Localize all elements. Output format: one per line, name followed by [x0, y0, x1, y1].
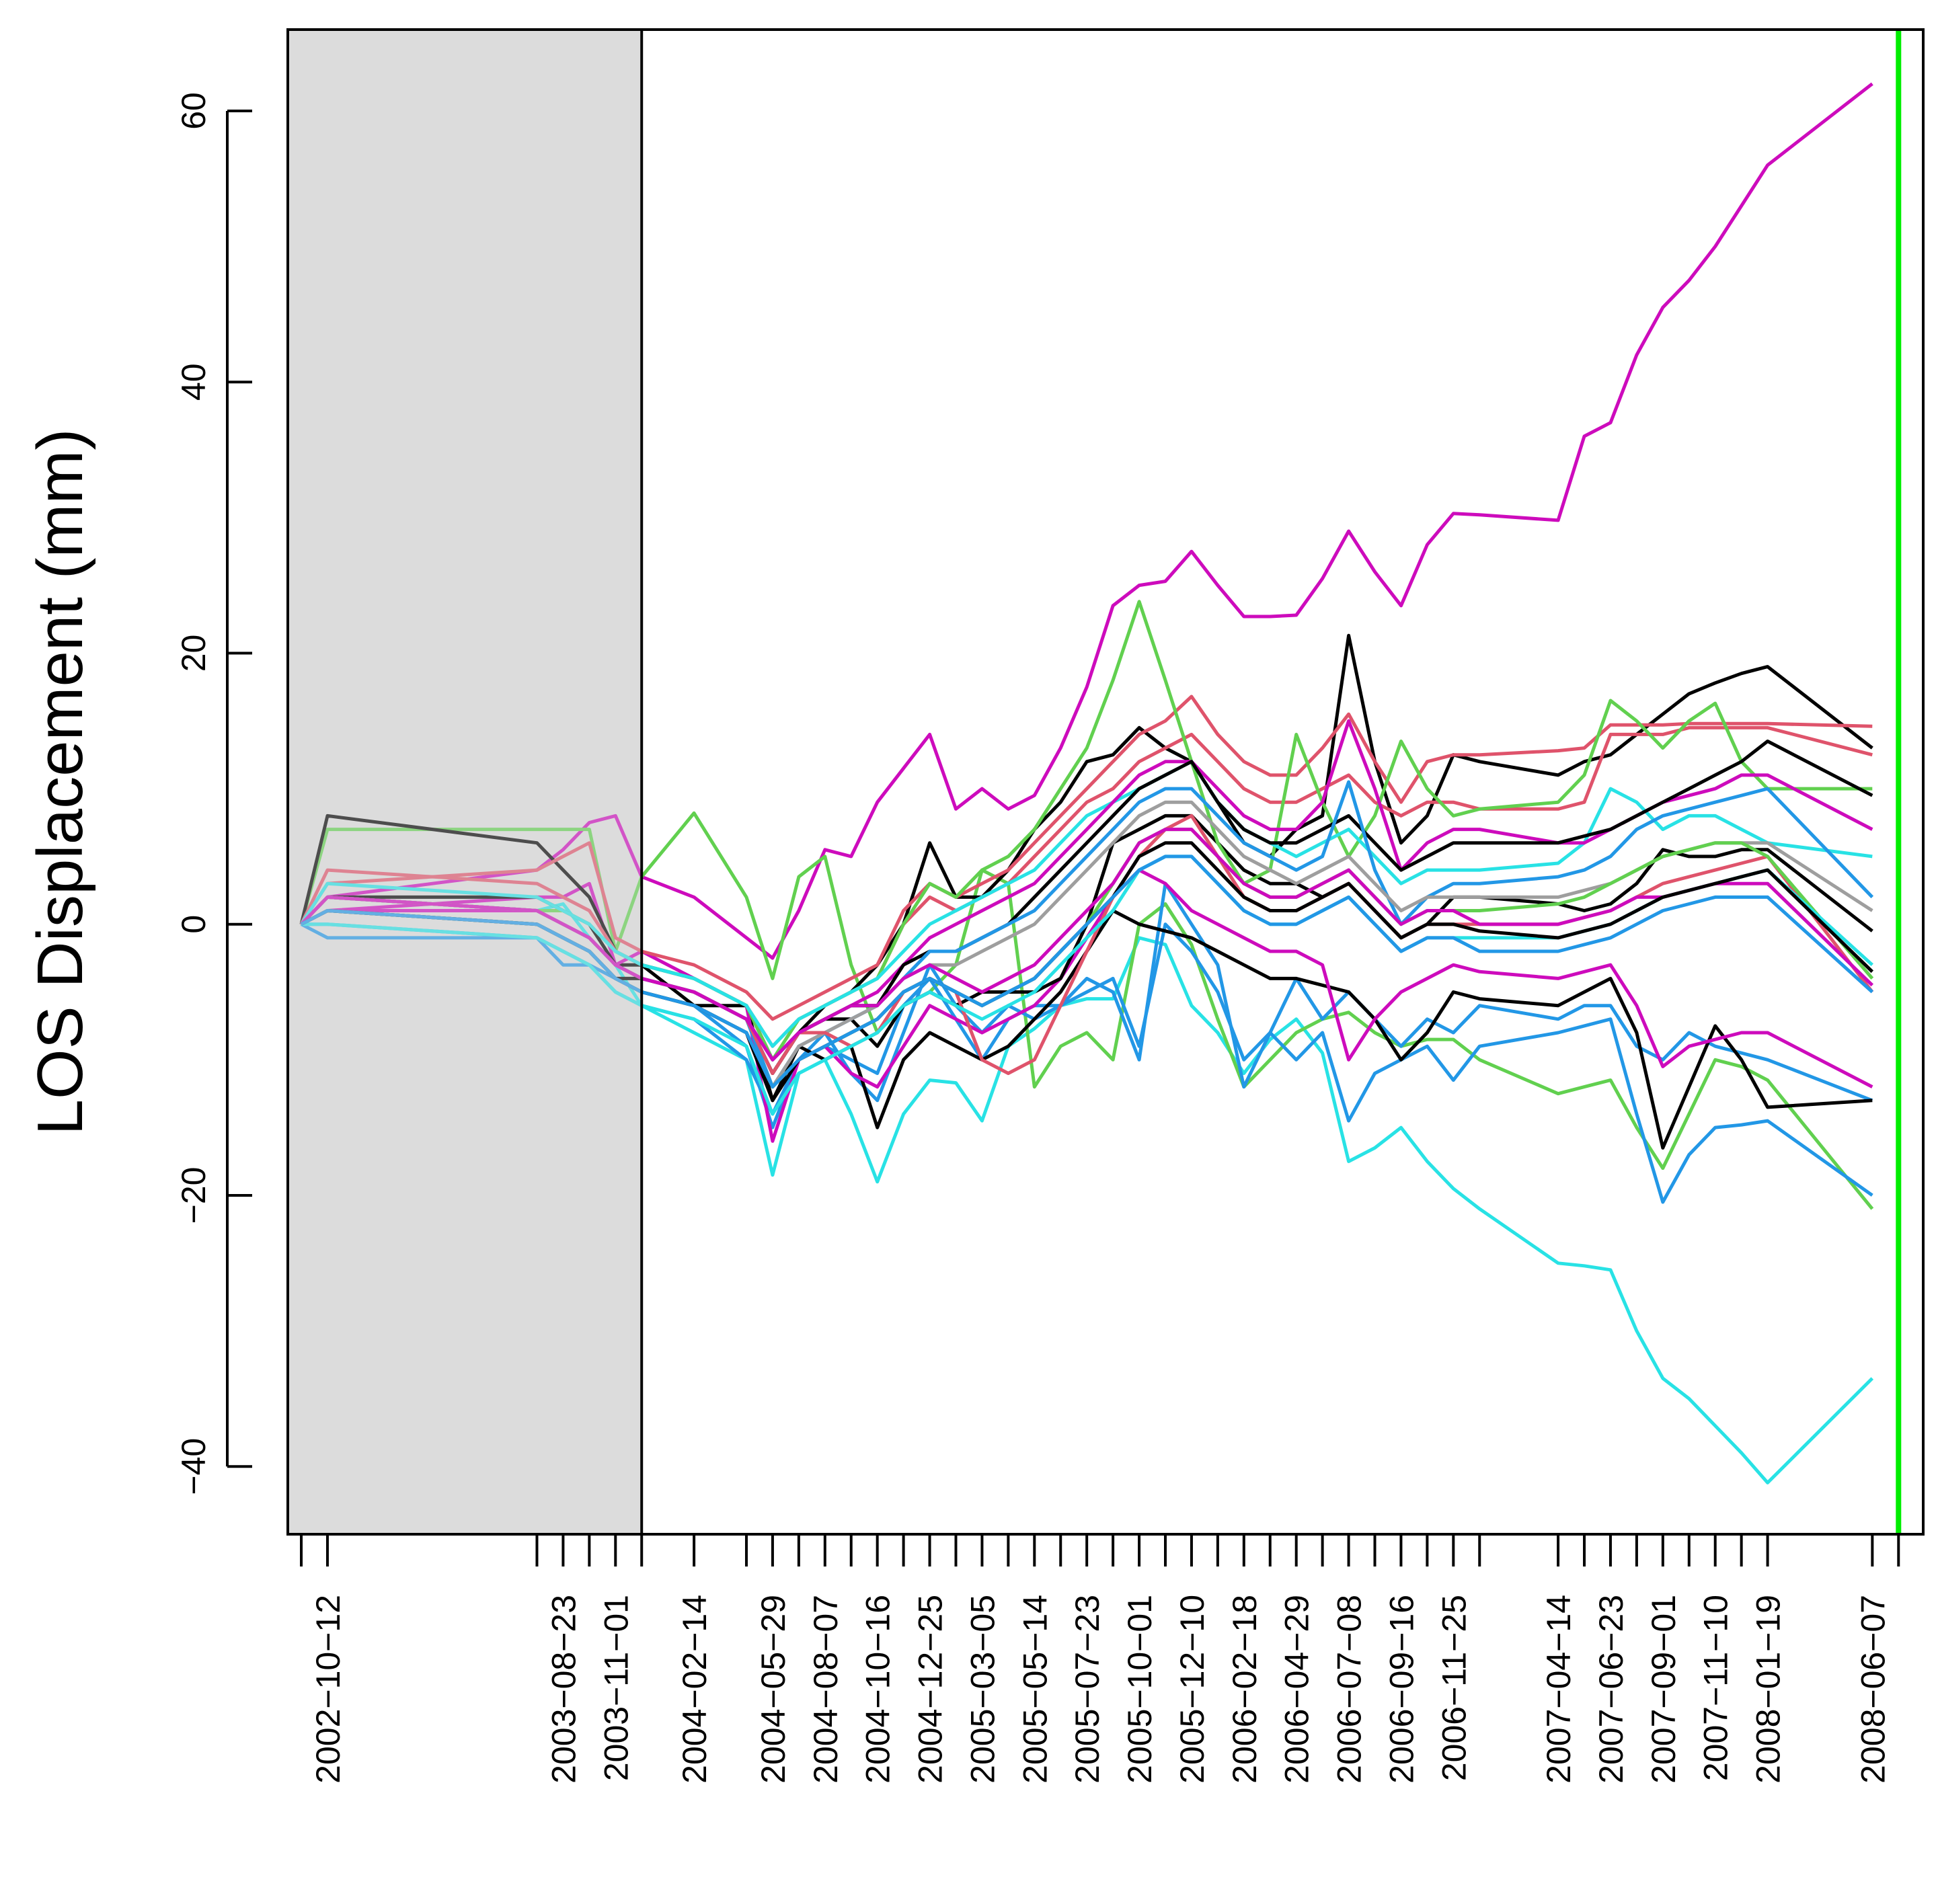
x-tick-label: 2003−11−01	[597, 1595, 635, 1781]
x-tick-label: 2006−04−29	[1278, 1595, 1316, 1784]
x-tick-label: 2004−02−14	[676, 1595, 713, 1784]
series-line-21	[300, 828, 1874, 1062]
x-tick-label: 2004−05−29	[754, 1595, 792, 1784]
series-line-6	[300, 895, 1873, 1150]
series-line-1	[300, 82, 1873, 960]
x-tick-label: 2006−02−18	[1226, 1595, 1264, 1784]
x-tick-label: 2005−10−01	[1121, 1595, 1159, 1784]
x-tick-label: 2008−06−07	[1854, 1595, 1892, 1784]
y-axis: 60 40 20 0 −20 −40	[175, 92, 252, 1495]
series-line-5	[301, 881, 1873, 1129]
series-line-10	[299, 695, 1873, 1021]
x-tick-label: 2006−11−25	[1435, 1595, 1473, 1781]
reference-period-shade	[288, 30, 642, 1534]
series-line-23	[300, 855, 1873, 1089]
y-tick-label: −40	[175, 1438, 212, 1495]
x-tick-label: 2004−12−25	[912, 1595, 949, 1784]
x-tick-label: 2004−08−07	[807, 1595, 845, 1784]
x-tick-label: 2007−04−14	[1540, 1595, 1578, 1784]
y-tick-label: −20	[175, 1167, 212, 1224]
y-tick-label: 20	[175, 635, 212, 672]
x-tick-label: 2008−01−19	[1750, 1595, 1787, 1784]
series-line-4	[300, 922, 1873, 1204]
x-tick-label: 2006−07−08	[1331, 1595, 1368, 1784]
y-tick-label: 60	[175, 92, 212, 130]
series-layer	[288, 30, 1874, 1534]
x-tick-label: 2005−07−23	[1069, 1595, 1106, 1784]
series-line-2	[300, 902, 1874, 1484]
reference-period-overlay	[288, 30, 642, 1534]
x-axis: 2002−10−12 2003−08−23 2003−11−01 2004−02−14…	[300, 1533, 1900, 1784]
x-tick-label: 2002−10−12	[309, 1595, 347, 1784]
x-tick-label: 2005−05−14	[1016, 1595, 1054, 1784]
y-tick-label: 40	[175, 363, 212, 401]
x-tick-label: 2007−09−01	[1645, 1595, 1682, 1784]
x-tick-label: 2004−10−16	[859, 1595, 897, 1784]
x-tick-label: 2007−11−10	[1697, 1595, 1735, 1781]
x-tick-label: 2005−03−05	[964, 1595, 1001, 1784]
x-tick-label: 2007−06−23	[1592, 1595, 1630, 1784]
x-tick-label: 2006−09−16	[1383, 1595, 1420, 1784]
y-tick-label: 0	[175, 915, 212, 934]
y-axis-label: LOS Displacement (mm)	[24, 429, 96, 1136]
x-tick-label: 2003−08−23	[545, 1595, 582, 1784]
x-tick-label: 2005−12−10	[1173, 1595, 1211, 1784]
